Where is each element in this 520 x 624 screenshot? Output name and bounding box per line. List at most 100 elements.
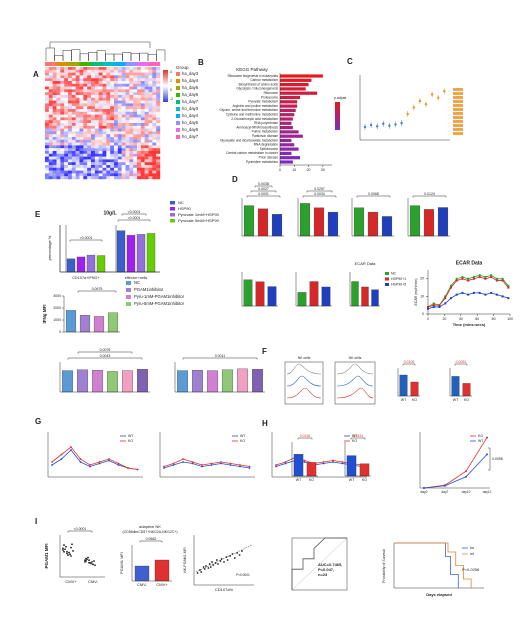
heatmap-cell [52,83,57,87]
heatmap-cell [114,114,119,118]
heatmap-cell [45,106,50,110]
heatmap-cell [60,142,65,146]
heatmap-cell [52,128,57,132]
histogram-curve [336,387,374,399]
bar [116,230,126,273]
heatmap-cell [140,103,145,107]
marker [490,291,493,294]
heatmap-cell [137,145,142,149]
heatmap-cell [64,69,69,73]
heatmap-cell [106,128,111,132]
heatmap-cell [91,106,96,110]
heatmap-cell [152,125,157,129]
survival-curve [394,542,459,588]
heatmap-cell [148,67,153,70]
heatmap-cell [64,176,69,180]
heatmap-cell [148,69,153,73]
legend-swatch [126,302,131,306]
heatmap-cell [52,162,57,166]
group-bar [68,62,73,66]
axis [291,442,318,477]
heatmap-cell [48,81,53,84]
heatmap-cell [64,72,69,76]
marker [478,274,481,277]
heatmap-cell [75,128,80,132]
heatmap-cell [117,67,122,70]
p-value: 0.0257 [314,187,325,191]
heatmap-cell [91,151,96,154]
heatmap-cell [52,75,57,79]
heatmap-cell [98,123,103,126]
bar [280,160,293,164]
p-value: 0.0109 [404,360,415,364]
heatmap-cell [144,89,149,93]
heatmap-cell [117,134,122,138]
heatmap-cell [114,78,119,82]
heatmap-cell [45,142,50,146]
heatmap-cell [79,67,84,70]
heatmap-cell [110,128,115,132]
group-bar [152,62,157,66]
marker [484,293,487,296]
heatmap-cell [94,95,99,98]
heatmap-cell [45,120,50,124]
heatmap-cell [144,148,149,152]
heatmap-cell [68,162,73,166]
heatmap-cell [125,176,130,180]
heatmap-cell [64,83,69,87]
bar [79,315,91,333]
heatmap-cell [64,134,69,138]
heatmap-cell [148,148,153,152]
heatmap-cell [87,114,92,118]
heatmap-cell [87,151,92,154]
p-value: 0.0051 [456,360,467,364]
point [62,547,64,550]
legend-label: NC [391,271,397,275]
heatmap-cell [48,153,53,157]
heatmap-cell [148,165,153,168]
heatmap-cell [75,170,80,174]
heatmap-cell [79,137,84,140]
heatmap-cell [48,100,53,104]
heatmap-cell [117,148,122,152]
heatmap-cell [94,120,99,124]
heatmap-cell [60,170,65,174]
marker [461,277,464,280]
marker [472,291,475,294]
heatmap-cell [110,167,115,171]
heatmap-cell [94,69,99,73]
heatmap-cell [137,83,142,87]
heatmap-cell [110,72,115,76]
point [92,563,94,566]
pathway-label: RNA polymerase [254,121,278,125]
marker [444,295,447,298]
point [196,572,199,574]
heatmap-cell [94,81,99,84]
legend-label: ha_day3 [182,71,199,76]
heatmap-cell [121,134,126,138]
heatmap-cell [110,109,115,112]
heatmap-cell [79,128,84,132]
marker [70,446,72,448]
x-tick-label: KO [362,478,367,482]
heatmap-cell [94,139,99,143]
heatmap-cell [94,165,99,168]
heatmap-cell [152,83,157,87]
heatmap-cell [156,156,161,160]
heatmap-cell [52,89,57,93]
heatmap-cell [87,97,92,101]
heatmap-cell [64,114,69,118]
heatmap-cell [79,148,84,152]
pathway-label: Pyruvate metabolism [248,100,278,104]
pathway-label: Arginine and proline metabolism [232,104,278,108]
x-axis-label: CD107a% [215,587,234,592]
heatmap-cell [98,156,103,160]
marker [432,305,435,308]
heatmap-cell [64,162,69,166]
heatmap-cell [106,148,111,152]
heatmap-cell [152,131,157,135]
marker [89,464,91,466]
heatmap-cell [102,123,107,126]
heatmap-cell [60,109,65,112]
heatmap-cell [121,109,126,112]
